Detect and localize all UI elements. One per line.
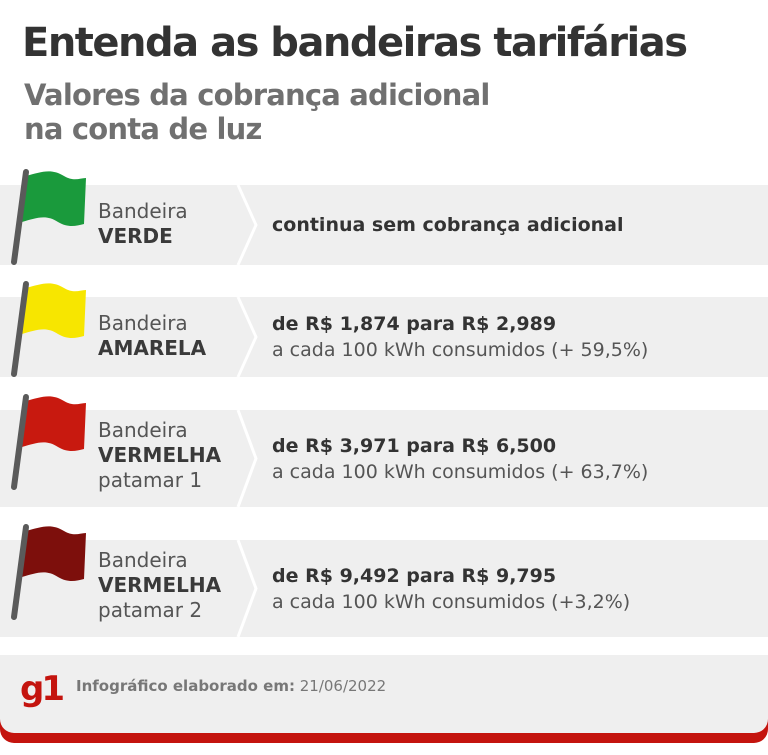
flag-name: VERMELHA [98, 443, 222, 467]
flag-value: de R$ 9,492 para R$ 9,795 a cada 100 kWh… [272, 563, 630, 615]
flag-tier: patamar 1 [98, 468, 203, 492]
credit-date: 21/06/2022 [299, 677, 387, 695]
chevron-divider [236, 185, 258, 265]
page-title: Entenda as bandeiras tarifárias [22, 20, 688, 66]
flag-tier: patamar 2 [98, 598, 203, 622]
credit: Infográfico elaborado em: 21/06/2022 [76, 677, 386, 695]
flag-label: Bandeira VERDE [98, 199, 188, 249]
flag-prefix: Bandeira [98, 199, 188, 223]
value-main: de R$ 1,874 para R$ 2,989 [272, 313, 557, 335]
flag-name: VERDE [98, 224, 173, 248]
subtitle-line-1: Valores da cobrança adicional [24, 78, 490, 112]
flag-value: continua sem cobrança adicional [272, 212, 624, 238]
flag-label: Bandeira AMARELA [98, 311, 206, 361]
value-main: de R$ 9,492 para R$ 9,795 [272, 564, 557, 587]
subtitle-line-2: na conta de luz [24, 112, 262, 146]
flag-value: de R$ 3,971 para R$ 6,500 a cada 100 kWh… [272, 433, 648, 485]
flag-name: VERMELHA [98, 573, 222, 597]
value-detail: a cada 100 kWh consumidos (+ 63,7%) [272, 460, 649, 483]
chevron-divider [236, 410, 258, 507]
flag-prefix: Bandeira [98, 418, 188, 442]
subtitle: Valores da cobrança adicional na conta d… [24, 78, 490, 146]
flag-label: Bandeira VERMELHA patamar 1 [98, 418, 221, 493]
flag-row: Bandeira VERMELHA patamar 1 de R$ 3,971 … [0, 410, 768, 507]
flag-prefix: Bandeira [98, 311, 188, 335]
flag-icon [11, 169, 86, 265]
flag-row: Bandeira VERDE continua sem cobrança adi… [0, 185, 768, 265]
chevron-divider [236, 297, 258, 377]
flag-value: de R$ 1,874 para R$ 2,989 a cada 100 kWh… [272, 311, 648, 363]
flag-icon [11, 394, 86, 490]
value-detail: a cada 100 kWh consumidos (+ 59,5%) [272, 339, 649, 361]
flag-icon [11, 524, 86, 620]
flag-name: AMARELA [98, 336, 207, 360]
footer: g1 Infográfico elaborado em: 21/06/2022 [0, 655, 768, 743]
value-detail: a cada 100 kWh consumidos (+3,2%) [272, 590, 631, 613]
g1-logo: g1 [20, 669, 65, 709]
flag-prefix: Bandeira [98, 548, 188, 572]
flag-label: Bandeira VERMELHA patamar 2 [98, 548, 221, 623]
chevron-divider [236, 540, 258, 637]
flag-row: Bandeira VERMELHA patamar 2 de R$ 9,492 … [0, 540, 768, 637]
flag-row: Bandeira AMARELA de R$ 1,874 para R$ 2,9… [0, 297, 768, 377]
flag-icon [11, 281, 86, 377]
value-main: de R$ 3,971 para R$ 6,500 [272, 434, 557, 457]
credit-label: Infográfico elaborado em: [76, 677, 295, 695]
value-main: continua sem cobrança adicional [272, 214, 624, 236]
